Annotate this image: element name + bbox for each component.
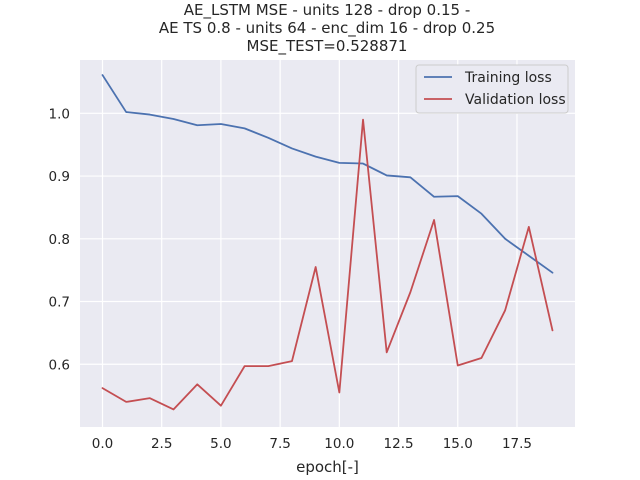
chart-title-line: AE TS 0.8 - units 64 - enc_dim 16 - drop… [159, 19, 495, 38]
x-tick-label: 15.0 [443, 436, 473, 452]
chart-title: AE_LSTM MSE - units 128 - drop 0.15 -AE … [159, 1, 495, 56]
x-tick-label: 10.0 [324, 436, 354, 452]
series-lines [101, 74, 554, 411]
x-axis-ticks: 0.0 2.5 5.0 7.5 10.0 12.5 15.0 17.5 [92, 436, 532, 452]
series-line-validation-loss [101, 118, 554, 411]
chart-title-line: AE_LSTM MSE - units 128 - drop 0.15 - [184, 1, 471, 20]
y-tick-label: 0.6 [49, 357, 70, 373]
x-tick-label: 12.5 [384, 436, 414, 452]
plot-area [80, 60, 575, 427]
legend-box [415, 64, 569, 114]
y-tick-label: 0.9 [49, 169, 70, 185]
x-tick-label: 2.5 [151, 436, 172, 452]
x-tick-label: 5.0 [210, 436, 231, 452]
y-axis-ticks: 0.6 0.7 0.8 0.9 1.0 [49, 106, 70, 373]
grid-lines [80, 60, 575, 427]
x-tick-label: 0.0 [92, 436, 113, 452]
legend: Training loss Validation loss [415, 64, 569, 114]
legend-label: Validation loss [465, 92, 566, 108]
legend-label: Training loss [464, 70, 552, 86]
x-tick-label: 7.5 [269, 436, 290, 452]
y-tick-label: 0.8 [49, 232, 70, 248]
series-line-training-loss [101, 74, 554, 274]
x-axis-label: epoch[-] [296, 458, 359, 476]
y-tick-label: 1.0 [49, 106, 70, 122]
y-tick-label: 0.7 [49, 295, 70, 311]
chart-title-line: MSE_TEST=0.528871 [247, 37, 408, 56]
x-tick-label: 17.5 [502, 436, 532, 452]
